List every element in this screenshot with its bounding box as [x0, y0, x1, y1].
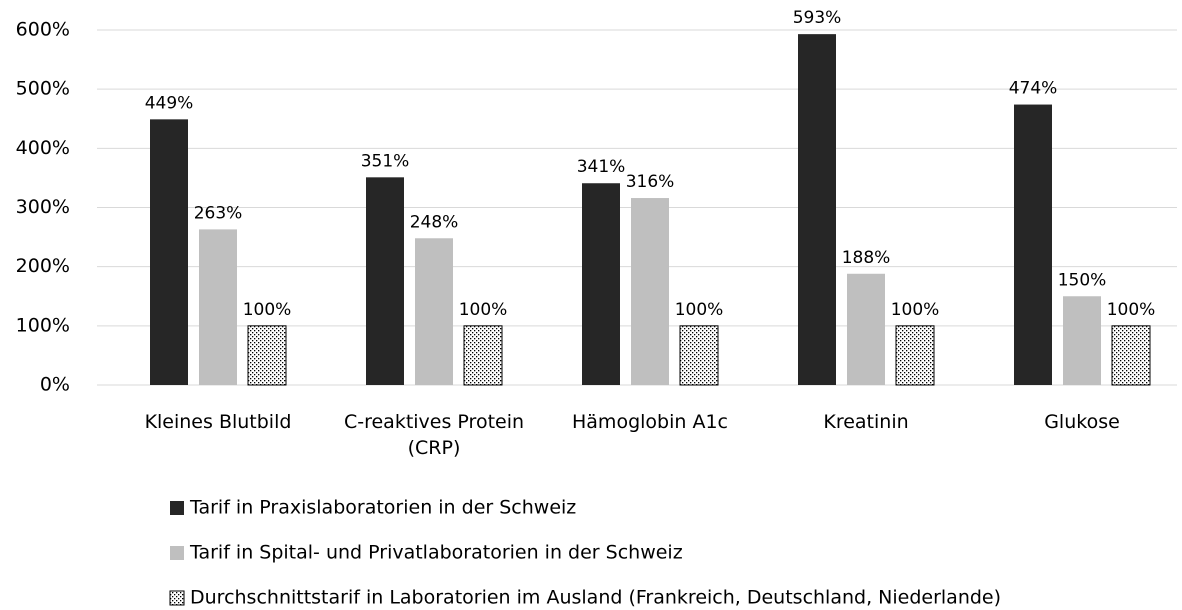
bar	[679, 325, 719, 386]
bar	[631, 198, 669, 385]
bar	[847, 273, 885, 385]
data-label: 100%	[1107, 300, 1156, 320]
legend-swatch	[169, 590, 185, 606]
y-tick-label: 400%	[16, 137, 70, 159]
data-label: 341%	[577, 157, 626, 177]
y-tick-label: 100%	[16, 314, 70, 336]
bar	[366, 177, 404, 385]
legend-label: Tarif in Spital- und Privatlaboratorien …	[189, 542, 683, 564]
x-tick-label: Glukose	[1044, 411, 1120, 433]
y-tick-label: 600%	[16, 19, 70, 41]
data-label: 263%	[194, 203, 243, 223]
y-tick-label: 200%	[16, 255, 70, 277]
bar	[895, 325, 935, 386]
legend-label: Tarif in Praxislaboratorien in der Schwe…	[189, 497, 576, 519]
data-label: 449%	[145, 93, 194, 113]
bar	[798, 34, 836, 386]
bar	[1063, 296, 1101, 385]
data-label: 100%	[243, 300, 292, 320]
bar	[1111, 325, 1151, 386]
legend-swatch	[170, 546, 184, 560]
data-label: 593%	[793, 8, 842, 28]
data-label: 316%	[626, 172, 675, 192]
bar	[582, 183, 620, 385]
bar	[247, 325, 287, 386]
data-label: 188%	[842, 248, 891, 268]
bar	[415, 238, 453, 385]
data-label: 474%	[1009, 79, 1058, 99]
x-tick-label: C-reaktives Protein (CRP)	[343, 411, 525, 459]
bar	[150, 119, 188, 385]
data-label: 351%	[361, 151, 410, 171]
legend-label: Durchschnittstarif in Laboratorien im Au…	[190, 587, 1001, 609]
y-tick-label: 0%	[40, 374, 70, 396]
x-tick-label: Hämoglobin A1c	[572, 411, 728, 433]
data-label: 100%	[891, 300, 940, 320]
data-label: 248%	[410, 212, 459, 232]
legend-swatch	[170, 501, 184, 515]
data-label: 100%	[675, 300, 724, 320]
y-tick-label: 300%	[16, 196, 70, 218]
data-label: 150%	[1058, 270, 1107, 290]
bar	[1014, 104, 1052, 386]
x-tick-label: Kleines Blutbild	[144, 411, 292, 433]
y-tick-label: 500%	[16, 78, 70, 100]
bar	[199, 229, 237, 385]
x-tick-label: Kreatinin	[823, 411, 909, 433]
data-label: 100%	[459, 300, 508, 320]
bar	[463, 325, 503, 386]
